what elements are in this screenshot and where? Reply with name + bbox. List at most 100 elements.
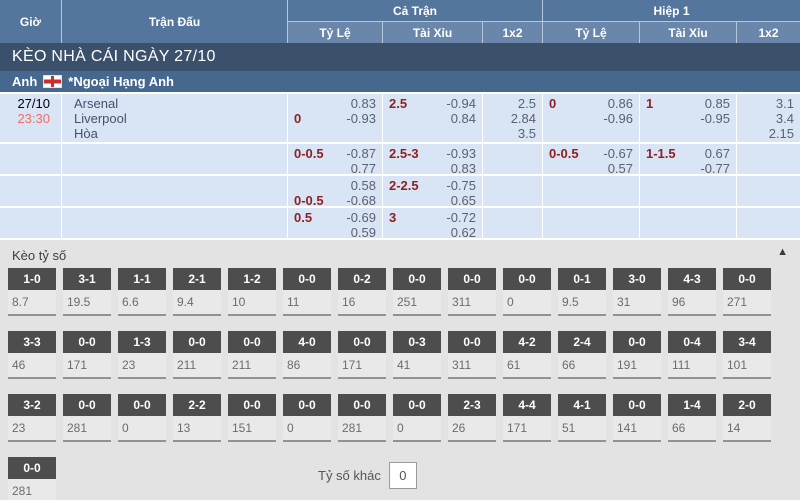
score-box[interactable]: 3-4 101 (723, 331, 771, 381)
day-title-bar: KÈO NHÀ CÁI NGÀY 27/10 (0, 43, 800, 71)
score-box[interactable]: 0-4 111 (668, 331, 716, 381)
score-label: 0-3 (393, 331, 441, 353)
odds-cell-h1-handicap[interactable]: 0-0.5 -0.67 0.57 (543, 144, 640, 174)
odds-cell-ft-over-under[interactable]: 2-2.5 -0.75 0.65 (383, 176, 483, 206)
odds-value: 0.85 (704, 96, 730, 111)
score-label: 0-1 (558, 268, 606, 290)
match-row-alt: 0-0.5 -0.87 0.77 2.5-3 -0.93 0.83 0-0.5 -0.… (0, 144, 800, 174)
odds-cell-ft-over-under[interactable]: 2.5-3 -0.93 0.83 (383, 144, 483, 174)
score-label: 0-0 (503, 268, 551, 290)
score-box[interactable]: 2-1 9.4 (173, 268, 221, 318)
odds-value: -0.94 (446, 96, 476, 111)
goal-line: 1-1.5 (646, 146, 676, 161)
score-box[interactable]: 3-2 23 (8, 394, 56, 444)
score-odds-value: 51 (558, 416, 606, 442)
score-label: 0-0 (393, 394, 441, 416)
score-box[interactable]: 4-4 171 (503, 394, 551, 444)
score-box[interactable]: 0-0 171 (338, 331, 386, 381)
odds-value: 0.62 (450, 225, 476, 238)
odds-cell-h1-handicap[interactable]: 0 0.86 -0.96 (543, 94, 640, 142)
score-box[interactable]: 4-1 51 (558, 394, 606, 444)
score-box[interactable]: 4-3 96 (668, 268, 716, 318)
odds-cell-ft-handicap[interactable]: 0.83 0 -0.93 (288, 94, 383, 142)
col-header-time: Giờ (0, 0, 62, 43)
score-odds-value: 101 (723, 353, 771, 379)
match-time: 23:30 (17, 111, 50, 126)
score-odds-value: 26 (448, 416, 496, 442)
score-box[interactable]: 0-0 271 (723, 268, 771, 318)
score-box[interactable]: 0-0 211 (228, 331, 276, 381)
score-odds-value: 16 (338, 290, 386, 316)
score-box[interactable]: 0-2 16 (338, 268, 386, 318)
score-box[interactable]: 2-4 66 (558, 331, 606, 381)
score-box[interactable]: 3-1 19.5 (63, 268, 111, 318)
score-box[interactable]: 2-3 26 (448, 394, 496, 444)
odds-cell-ft-over-under[interactable]: 3 -0.72 0.62 (383, 208, 483, 238)
score-box[interactable]: 0-0 0 (283, 394, 331, 444)
score-box[interactable]: 0-0 211 (173, 331, 221, 381)
score-box[interactable]: 0-3 41 (393, 331, 441, 381)
score-box[interactable]: 0-0 311 (448, 331, 496, 381)
score-label: 2-4 (558, 331, 606, 353)
score-label: 0-0 (63, 331, 111, 353)
odds-cell-h1-over-under[interactable]: 1-1.5 0.67 -0.77 (640, 144, 737, 174)
score-label: 0-0 (448, 331, 496, 353)
score-box[interactable]: 1-2 10 (228, 268, 276, 318)
score-box[interactable]: 0-1 9.5 (558, 268, 606, 318)
odds-cell-ft-handicap[interactable]: 0.58 0-0.5 -0.68 (288, 176, 383, 206)
handicap-line: 0-0.5 (294, 146, 324, 161)
team-draw: Hòa (74, 126, 98, 141)
score-box[interactable]: 0-0 251 (393, 268, 441, 318)
score-box[interactable]: 2-2 13 (173, 394, 221, 444)
odds-cell-ft-handicap[interactable]: 0-0.5 -0.87 0.77 (288, 144, 383, 174)
score-box[interactable]: 1-0 8.7 (8, 268, 56, 318)
match-date: 27/10 (17, 96, 50, 111)
score-odds-value: 0 (283, 416, 331, 442)
score-box[interactable]: 3-0 31 (613, 268, 661, 318)
collapse-icon[interactable]: ▲ (777, 246, 788, 258)
score-odds-value: 211 (173, 353, 221, 379)
goal-line: 2.5 (389, 96, 408, 111)
odds-cell-ft-1x2 (483, 144, 543, 174)
score-odds-value: 271 (723, 290, 771, 316)
odds-value: 0.84 (450, 111, 476, 126)
score-odds-value: 86 (283, 353, 331, 379)
handicap-line: 0 (294, 111, 302, 126)
score-box[interactable]: 0-0 11 (283, 268, 331, 318)
group-header-full-time: Cả Trận (288, 0, 543, 22)
score-box[interactable]: 0-0 171 (63, 331, 111, 381)
score-box[interactable]: 0-0 191 (613, 331, 661, 381)
score-odds-value: 141 (613, 416, 661, 442)
score-box[interactable]: 4-2 61 (503, 331, 551, 381)
score-box[interactable]: 0-0 0 (118, 394, 166, 444)
odds-cell-ft-handicap[interactable]: 0.5 -0.69 0.59 (288, 208, 383, 238)
score-box[interactable]: 0-0 281 (338, 394, 386, 444)
score-odds-value: 281 (338, 416, 386, 442)
match-row-alt: 0.58 0-0.5 -0.68 2-2.5 -0.75 0.65 (0, 176, 800, 206)
odds-cell-ft-1x2[interactable]: 2.5 2.84 3.5 (483, 94, 543, 142)
score-box[interactable]: 4-0 86 (283, 331, 331, 381)
score-box[interactable]: 0-0 281 (63, 394, 111, 444)
score-box[interactable]: 0-0 0 (503, 268, 551, 318)
score-box[interactable]: 1-1 6.6 (118, 268, 166, 318)
score-box[interactable]: 0-0 0 (393, 394, 441, 444)
odds-cell-h1-1x2[interactable]: 3.1 3.4 2.15 (737, 94, 800, 142)
odds-cell-ft-over-under[interactable]: 2.5 -0.94 0.84 (383, 94, 483, 142)
team-away[interactable]: Liverpool (74, 111, 127, 126)
other-score-input[interactable] (388, 462, 417, 489)
score-odds-value: 61 (503, 353, 551, 379)
score-box[interactable]: 2-0 14 (723, 394, 771, 444)
odds-cell-h1-over-under[interactable]: 1 0.85 -0.95 (640, 94, 737, 142)
team-home[interactable]: Arsenal (74, 96, 119, 111)
score-box[interactable]: 0-0 281 (8, 457, 56, 500)
match-row-alt: 0.5 -0.69 0.59 3 -0.72 0.62 (0, 208, 800, 238)
score-box[interactable]: 3-3 46 (8, 331, 56, 381)
score-box[interactable]: 1-3 23 (118, 331, 166, 381)
score-box[interactable]: 0-0 311 (448, 268, 496, 318)
score-odds-value: 96 (668, 290, 716, 316)
score-box[interactable]: 0-0 151 (228, 394, 276, 444)
score-box[interactable]: 1-4 66 (668, 394, 716, 444)
empty-cell (62, 144, 288, 174)
score-box[interactable]: 0-0 141 (613, 394, 661, 444)
league-country: Anh (12, 74, 38, 89)
